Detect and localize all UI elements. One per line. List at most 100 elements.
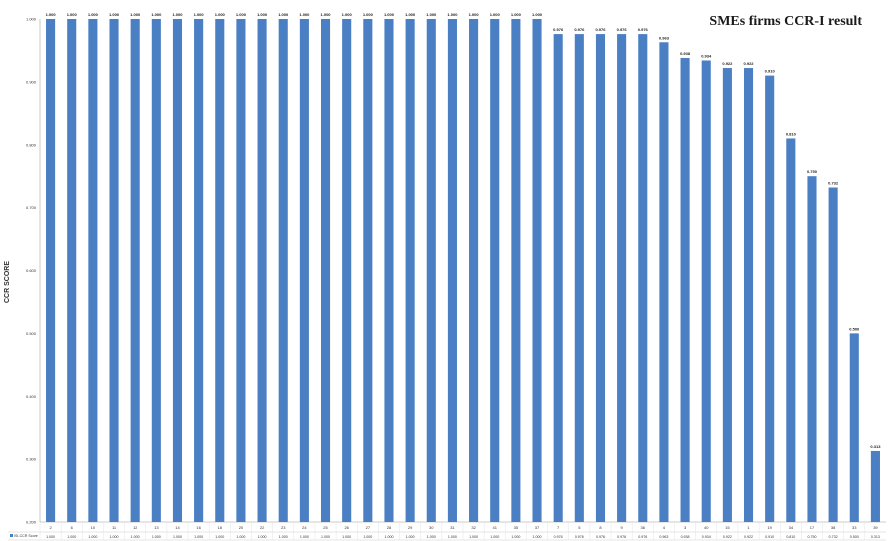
bar-value-label: 1.000 [490,12,501,17]
table-value: 0.976 [596,535,605,539]
table-value: 1.000 [490,535,499,539]
table-value: 0.938 [681,535,690,539]
x-tick-label: 1 [747,525,750,530]
bar-value-label: 0.976 [553,27,564,32]
bar [447,19,457,522]
table-value: 0.910 [765,535,774,539]
bar [532,19,542,522]
bar [384,19,394,522]
table-value: 0.313 [871,535,880,539]
table-value: 0.963 [659,535,668,539]
bar-value-label: 0.922 [744,61,755,66]
table-value: 1.000 [67,535,76,539]
x-tick-label: 36 [641,525,646,530]
table-value: 1.000 [279,535,288,539]
bar [257,19,267,522]
table-value: 1.000 [88,535,97,539]
table-value: 0.500 [850,535,859,539]
x-tick-label: 7 [557,525,560,530]
bar-value-label: 0.910 [765,69,776,74]
x-tick-label: 31 [450,525,455,530]
bar-value-label: 1.000 [299,12,310,17]
table-value: 1.000 [46,535,55,539]
table-value: 1.000 [152,535,161,539]
bar-value-label: 0.922 [722,61,733,66]
bar-value-label: 0.976 [595,27,606,32]
x-tick-label: 14 [175,525,180,530]
x-tick-label: 40 [704,525,709,530]
legend-swatch [10,534,13,537]
bar-value-label: 1.000 [236,12,247,17]
x-tick-label: 32 [471,525,476,530]
bar-value-label: 0.934 [701,53,712,58]
bar [870,450,880,522]
bar-value-label: 1.000 [321,12,332,17]
table-value: 1.000 [258,535,267,539]
bar-value-label: 0.313 [870,444,881,449]
bar [680,57,690,523]
legend-label: ISI-CCR Score [14,534,38,538]
bar-value-label: 1.000 [88,12,99,17]
bar [46,19,56,522]
x-tick-label: 26 [344,525,349,530]
x-tick-label: 3 [684,525,687,530]
table-value: 0.976 [554,535,563,539]
x-tick-label: 12 [133,525,138,530]
bar [701,60,711,523]
x-tick-label: 9 [621,525,624,530]
x-tick-label: 6 [71,525,74,530]
y-tick-label: 0.500 [26,331,37,336]
x-tick-label: 20 [239,525,244,530]
x-tick-label: 30 [429,525,434,530]
table-value: 1.000 [131,535,140,539]
table-value: 0.810 [786,535,795,539]
x-tick-label: 2 [49,525,52,530]
bar-value-label: 1.000 [46,12,57,17]
table-value: 1.000 [406,535,415,539]
x-tick-label: 23 [281,525,286,530]
bar [807,176,817,522]
y-tick-label: 0.600 [26,268,37,273]
bar-value-label: 0.976 [617,27,628,32]
bar-value-label: 0.810 [786,131,797,136]
x-tick-label: 28 [387,525,392,530]
bar [130,19,140,522]
bar-value-label: 1.000 [257,12,268,17]
y-tick-label: 0.200 [26,520,37,525]
x-tick-label: 35 [514,525,519,530]
y-tick-label: 0.900 [26,79,37,84]
bar-value-label: 1.000 [363,12,374,17]
bar [342,19,352,522]
table-value: 1.000 [173,535,182,539]
bar-value-label: 0.976 [638,27,649,32]
x-tick-label: 16 [196,525,201,530]
bar [215,19,225,522]
y-tick-label: 0.700 [26,205,37,210]
bar [299,19,309,522]
bar-value-label: 1.000 [426,12,437,17]
x-tick-label: 4 [663,525,666,530]
bar-value-label: 1.000 [511,12,522,17]
x-tick-label: 27 [366,525,371,530]
bar-value-label: 0.750 [807,169,818,174]
bar-value-label: 1.000 [109,12,120,17]
bar-value-label: 1.000 [532,12,543,17]
table-value: 0.976 [575,535,584,539]
table-value: 1.000 [533,535,542,539]
x-tick-label: 25 [323,525,328,530]
bar [320,19,331,522]
bar [236,19,246,522]
bar [109,19,119,522]
x-tick-label: 10 [91,525,96,530]
x-tick-label: 19 [767,525,772,530]
table-value: 1.000 [215,535,224,539]
table-value: 1.000 [427,535,436,539]
bar-value-label: 1.000 [172,12,183,17]
bar [426,19,436,522]
bar [786,138,796,522]
bar-value-label: 1.000 [278,12,289,17]
y-tick-label: 0.400 [26,394,37,399]
table-value: 1.000 [363,535,372,539]
bar [638,34,648,523]
